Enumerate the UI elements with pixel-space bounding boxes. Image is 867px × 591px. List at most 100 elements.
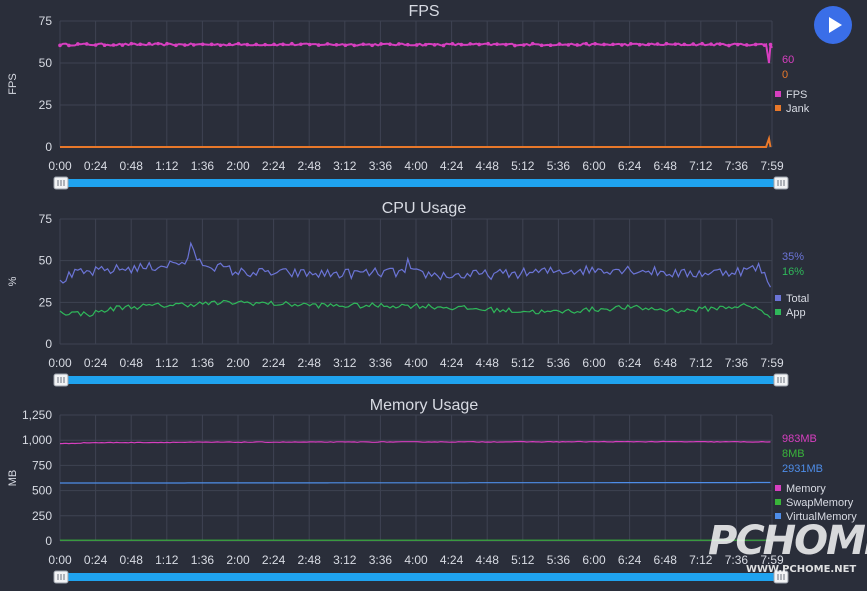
x-tick-label: 2:48 [298, 553, 322, 567]
series-line-app [59, 299, 771, 319]
x-tick-label: 2:00 [226, 159, 250, 173]
data-point [495, 42, 499, 46]
slider-handle[interactable] [53, 570, 69, 584]
x-tick-label: 2:24 [262, 356, 286, 370]
legend-entry[interactable]: SwapMemory [786, 497, 854, 509]
data-point [548, 43, 553, 48]
x-tick-label: 4:00 [404, 553, 428, 567]
range-slider[interactable] [53, 373, 789, 387]
series-line-memory [59, 440, 771, 445]
x-tick-label: 1:36 [191, 553, 215, 567]
data-point [584, 41, 588, 46]
x-tick-label: 6:00 [582, 553, 606, 567]
data-point [76, 42, 80, 46]
slider-handle[interactable] [773, 570, 789, 584]
data-point [414, 43, 419, 47]
x-tick-label: 2:48 [298, 356, 322, 370]
slider-handle[interactable] [53, 176, 69, 190]
data-point [129, 41, 134, 46]
data-point [245, 42, 250, 47]
slider-track[interactable] [54, 376, 782, 384]
legend-entry[interactable]: VirtualMemory [786, 511, 857, 523]
x-tick-label: 4:24 [440, 553, 464, 567]
series-line-virtualmemory [60, 481, 771, 484]
data-point [174, 43, 178, 48]
y-tick-label: 0 [45, 337, 52, 351]
legend-entry[interactable]: Jank [786, 103, 810, 115]
data-point [361, 42, 366, 47]
current-value-label: 35% [782, 251, 804, 263]
y-tick-label: 1,000 [22, 433, 52, 447]
legend-entry[interactable]: Total [786, 293, 809, 305]
data-point [664, 41, 669, 46]
x-tick-label: 7:59 [760, 356, 784, 370]
series-line-jank [60, 134, 772, 148]
chart-panel-2: CPU Usage% 0 25 50 75 0:00 0:24 0:48 1:12 1:36 2:0… [7, 200, 809, 387]
y-tick-label: 25 [39, 295, 53, 309]
range-slider[interactable] [53, 176, 789, 190]
data-point [165, 41, 169, 46]
legend-swatch [775, 513, 781, 519]
chart-panel-3: Memory Usage MB 0 250 500 750 1,000 1,250 0:00 0:… [7, 397, 857, 584]
data-point [191, 43, 196, 47]
legend-swatch [775, 485, 781, 491]
x-tick-label: 6:00 [582, 159, 606, 173]
legend-swatch [775, 91, 781, 97]
x-tick-label: 7:59 [760, 553, 784, 567]
y-tick-label: 50 [39, 254, 53, 268]
data-point [352, 43, 357, 48]
range-slider[interactable] [53, 570, 789, 584]
slider-handle[interactable] [53, 373, 69, 387]
legend-swatch [775, 295, 781, 301]
data-point [575, 43, 580, 47]
data-point [58, 43, 62, 48]
data-point [513, 43, 517, 48]
x-tick-label: 0:48 [120, 553, 144, 567]
data-point [744, 43, 749, 47]
data-point [138, 42, 143, 47]
slider-handle[interactable] [773, 176, 789, 190]
data-point [530, 41, 535, 46]
data-point [700, 41, 704, 46]
data-point [753, 42, 758, 47]
data-point [200, 42, 205, 47]
slider-handle[interactable] [773, 373, 789, 387]
legend-entry[interactable]: App [786, 307, 806, 319]
x-tick-label: 7:12 [689, 553, 713, 567]
x-tick-label: 6:48 [654, 356, 678, 370]
data-point [432, 43, 437, 47]
data-point [93, 43, 98, 47]
data-point [459, 42, 464, 47]
slider-track[interactable] [54, 573, 782, 581]
data-point [307, 42, 312, 47]
chart-title: CPU Usage [382, 200, 467, 217]
x-tick-label: 7:36 [725, 553, 749, 567]
data-point [254, 42, 259, 47]
current-value-label: 0 [782, 69, 788, 81]
data-point [620, 43, 624, 47]
slider-track[interactable] [54, 179, 782, 187]
legend-entry[interactable]: Memory [786, 483, 826, 495]
current-value-label: 8MB [782, 448, 805, 460]
play-button[interactable] [814, 6, 852, 44]
x-tick-label: 2:00 [226, 356, 250, 370]
data-point [441, 43, 446, 48]
x-tick-label: 4:24 [440, 356, 464, 370]
data-point [227, 42, 232, 47]
x-tick-label: 0:00 [48, 356, 72, 370]
x-tick-label: 5:12 [511, 553, 535, 567]
data-point [147, 41, 151, 46]
legend-swatch [775, 105, 781, 111]
data-point [111, 43, 116, 47]
y-tick-label: 250 [32, 509, 52, 523]
y-tick-label: 0 [45, 140, 52, 154]
data-point [397, 42, 401, 46]
data-point [67, 43, 71, 48]
x-tick-label: 3:36 [369, 553, 393, 567]
x-tick-label: 2:48 [298, 159, 322, 173]
legend-swatch [775, 499, 781, 505]
chart-panel-1: FPS FPS 0 25 50 75 0:00 0:24 0:48 1:12 1:36 2:00 2:2… [7, 3, 810, 190]
data-point [655, 42, 660, 46]
legend-entry[interactable]: FPS [786, 89, 807, 101]
x-tick-label: 0:00 [48, 159, 72, 173]
